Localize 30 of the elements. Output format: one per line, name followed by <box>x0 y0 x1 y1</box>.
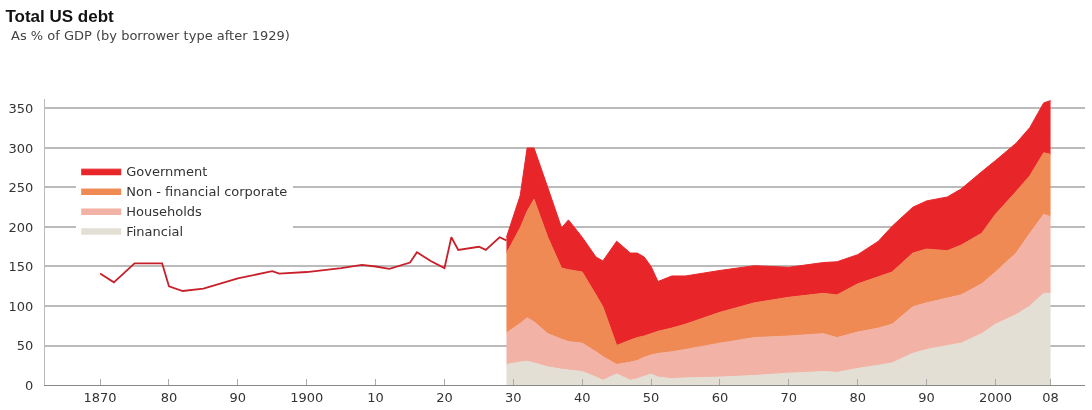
y-tick-label: 150 <box>8 259 34 275</box>
x-tick-label: 50 <box>642 389 660 405</box>
y-tick-label: 100 <box>8 298 34 314</box>
x-tick-label: 08 <box>1042 389 1059 405</box>
chart-title: Total US debt <box>5 7 115 27</box>
y-tick-label: 300 <box>8 140 34 156</box>
x-tick-label: 30 <box>505 389 522 405</box>
legend-label: Financial <box>126 223 184 239</box>
legend-label: Non - financial corporate <box>126 184 288 200</box>
legend-label: Government <box>126 164 208 180</box>
y-tick-label: 50 <box>16 338 34 354</box>
legend-label: Households <box>126 204 202 220</box>
x-tick-label: 1900 <box>290 389 324 405</box>
x-tick-label: 80 <box>849 389 866 405</box>
y-tick-label: 0 <box>25 377 34 393</box>
y-tick-label: 250 <box>8 180 34 196</box>
line-series <box>99 236 508 292</box>
y-tick-label: 200 <box>8 219 34 235</box>
x-tick-label: 90 <box>918 389 935 405</box>
x-tick-label: 80 <box>160 389 178 405</box>
x-tick-label: 40 <box>573 389 591 405</box>
x-tick-label: 1870 <box>83 389 117 405</box>
chart-subtitle: As % of GDP (by borrower type after 1929) <box>11 28 290 43</box>
x-tick-label: 20 <box>436 389 453 405</box>
x-tick-label: 70 <box>780 389 798 405</box>
y-tick-label: 350 <box>8 101 34 117</box>
x-tick-label: 2000 <box>978 389 1013 405</box>
x-tick-label: 60 <box>711 389 729 405</box>
x-tick-label: 10 <box>367 389 384 405</box>
x-tick-label: 90 <box>229 389 247 405</box>
